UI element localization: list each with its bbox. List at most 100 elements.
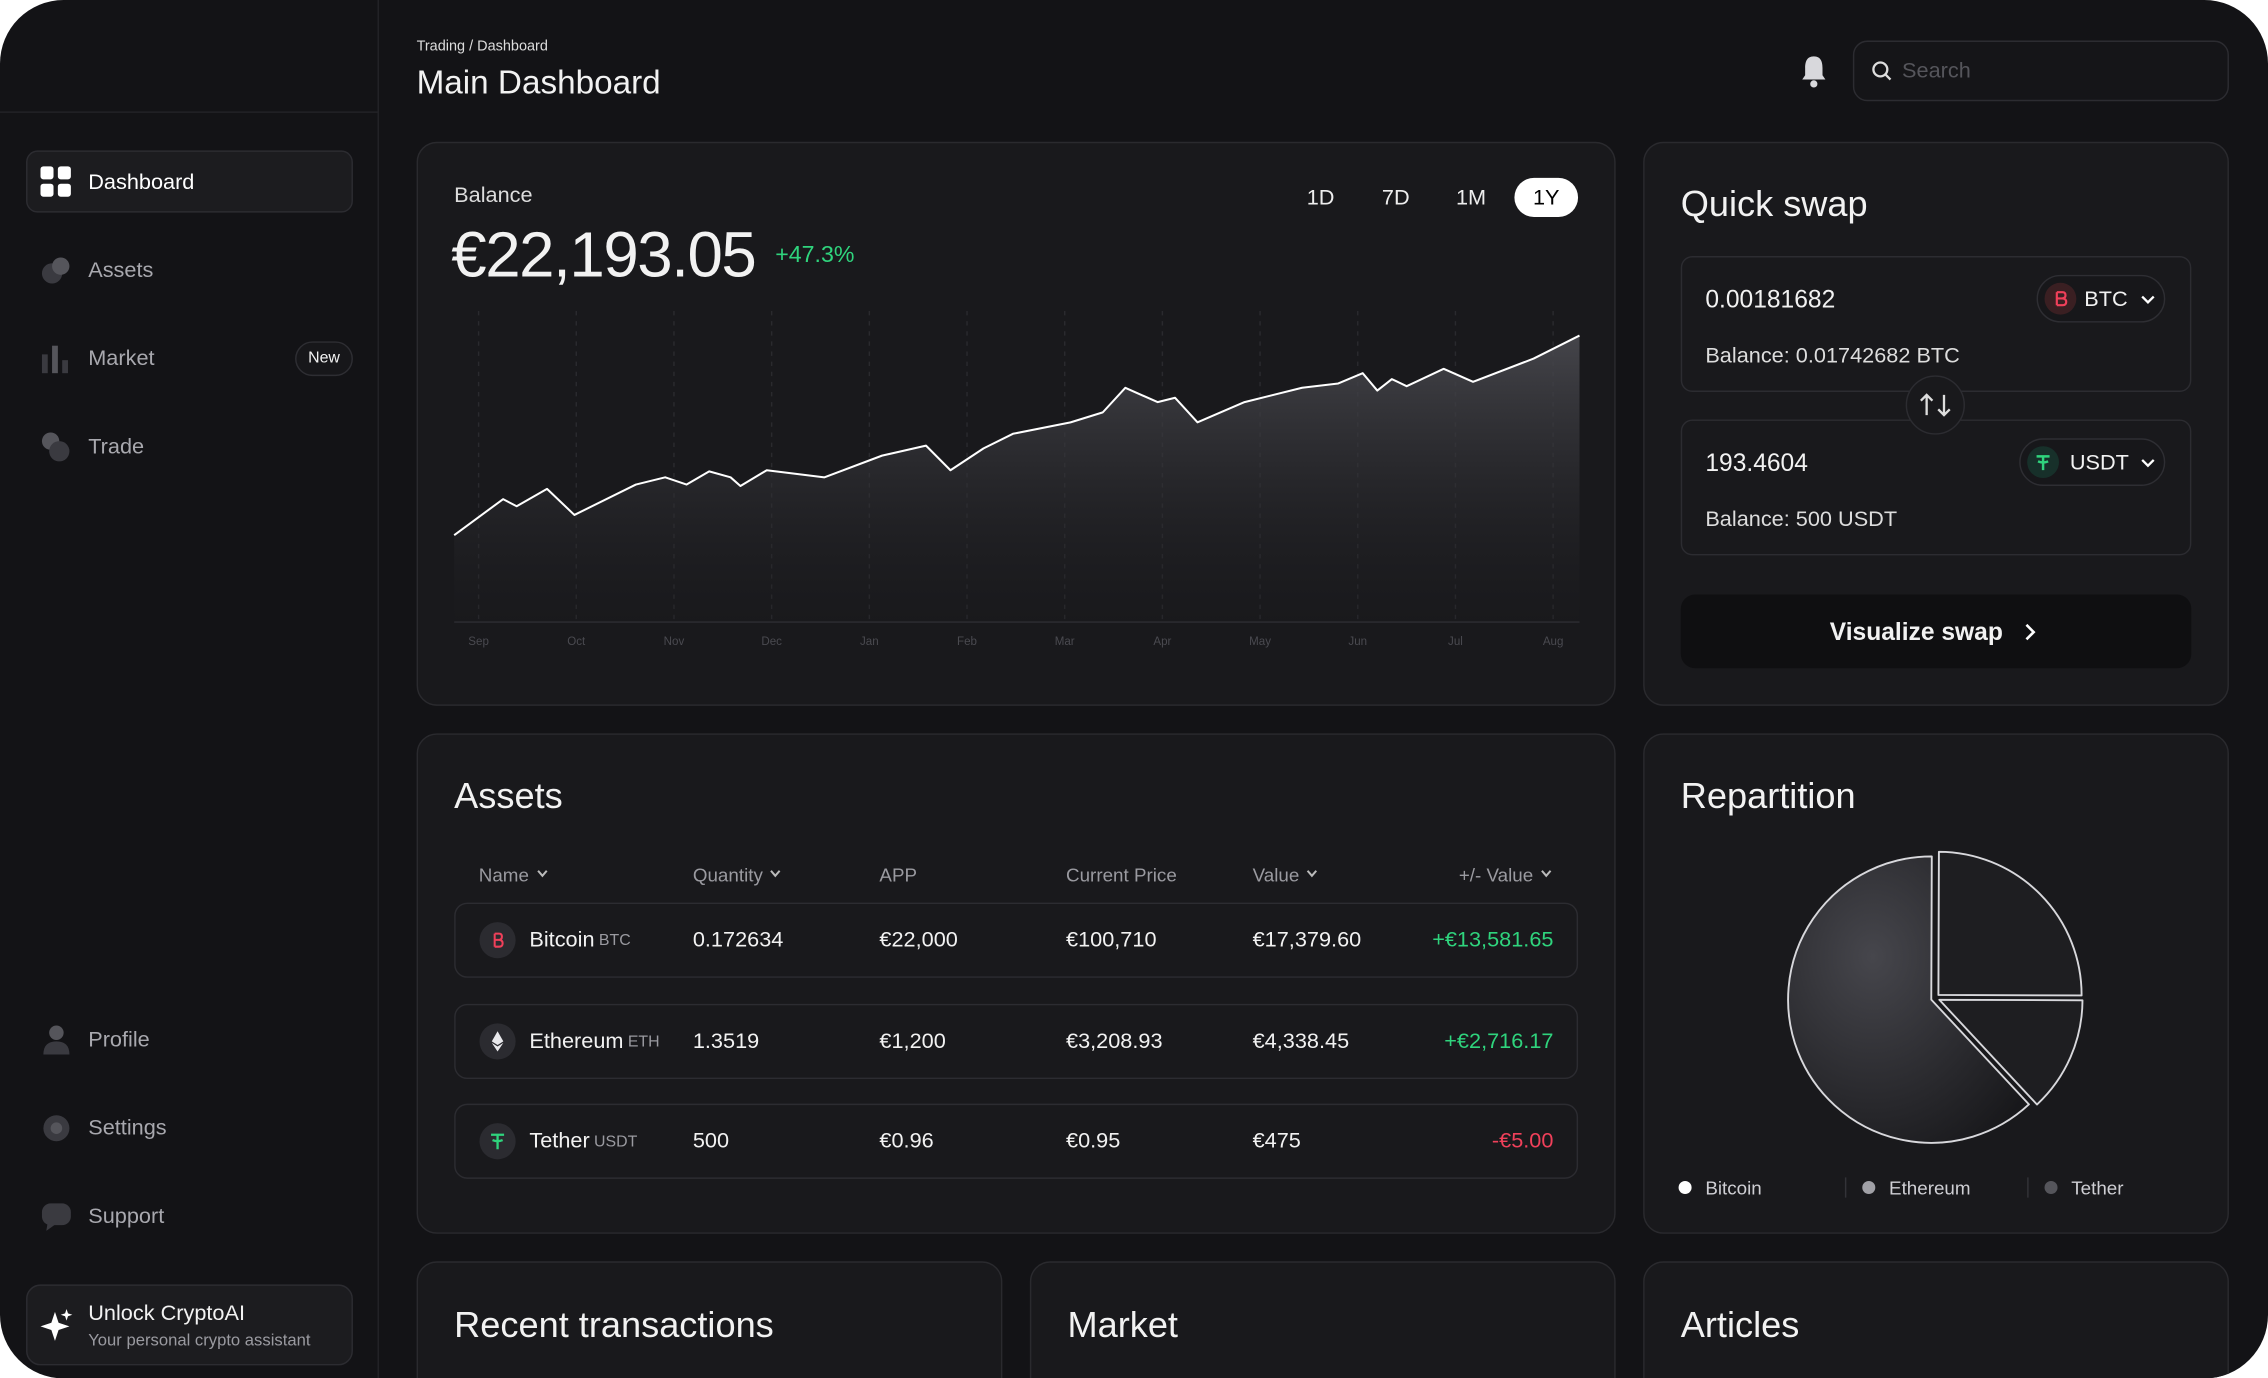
nav-icon — [41, 1203, 71, 1231]
coin-icon — [479, 922, 516, 959]
column-header[interactable]: Name — [478, 864, 529, 886]
range-tab[interactable]: 1Y — [1532, 185, 1560, 211]
table-row[interactable] — [454, 1103, 1579, 1179]
x-tick-label: Oct — [567, 636, 586, 648]
nav-label[interactable]: Profile — [88, 1027, 150, 1053]
cell: 0.172634 — [692, 927, 784, 953]
card-title: Market — [1067, 1305, 1178, 1346]
range-tab[interactable]: 1M — [1455, 185, 1487, 211]
card-title: Articles — [1680, 1305, 1800, 1346]
search-box[interactable] — [1852, 40, 2229, 102]
column-header[interactable]: +/- Value — [1458, 864, 1534, 886]
cell: €100,710 — [1066, 927, 1157, 953]
asset-symbol: BTC — [598, 932, 631, 950]
range-tab[interactable]: 7D — [1381, 185, 1410, 211]
nav-item-active[interactable] — [26, 150, 353, 213]
legend-dot — [1862, 1181, 1876, 1195]
sort-chevron — [770, 870, 782, 878]
breadcrumb: Trading / Dashboard — [416, 39, 548, 55]
x-tick-label: Aug — [1543, 636, 1564, 648]
x-tick-label: Apr — [1153, 636, 1171, 648]
x-tick-label: Nov — [664, 636, 685, 648]
sort-chevron — [1307, 870, 1318, 878]
swap-from-amount[interactable]: 0.00181682 — [1705, 285, 1836, 314]
cell-change: +€13,581.65 — [1432, 927, 1554, 953]
quick-swap-title: Quick swap — [1680, 184, 1868, 225]
x-tick-label: Dec — [761, 636, 782, 648]
cell: €1,200 — [879, 1029, 946, 1054]
swap-toggle[interactable] — [1905, 375, 1966, 436]
card — [1029, 1261, 1616, 1378]
chevron — [2141, 459, 2155, 468]
column-header[interactable]: Value — [1252, 864, 1300, 886]
nav-label[interactable]: Market — [88, 346, 155, 372]
area — [454, 335, 1580, 622]
badge-box — [295, 341, 353, 377]
cell: €475 — [1252, 1128, 1301, 1154]
swap-to-balance: Balance: 500 USDT — [1705, 506, 1898, 532]
column-header[interactable]: Current Price — [1066, 864, 1177, 886]
legend-label: Tether — [2071, 1178, 2123, 1199]
repartition-card — [1643, 733, 2229, 1234]
range-tab[interactable]: 1D — [1306, 185, 1335, 211]
swap-from-balance: Balance: 0.01742682 BTC — [1705, 343, 1960, 369]
nav-icon — [43, 1115, 70, 1142]
nav-label[interactable]: Trade — [88, 434, 145, 460]
x-tick-label: Feb — [957, 636, 977, 648]
promo[interactable] — [26, 1284, 353, 1366]
repartition-title: Repartition — [1680, 776, 1856, 817]
cell: €17,379.60 — [1252, 927, 1362, 953]
nav-icon — [41, 432, 70, 462]
sort-chevron — [1541, 870, 1552, 878]
search-placeholder: Search — [1902, 58, 1971, 84]
cell-change: +€2,716.17 — [1444, 1029, 1554, 1054]
x-tick-label: Jul — [1448, 636, 1463, 648]
divider — [0, 111, 379, 113]
asset-name: Ethereum — [529, 1029, 624, 1054]
balance-change: +47.3% — [775, 243, 855, 268]
x-tick-label: Jan — [860, 636, 879, 648]
nav-icon — [41, 257, 70, 284]
column-header[interactable]: APP — [879, 864, 918, 886]
nav-label[interactable]: Settings — [88, 1115, 167, 1141]
card-title: Recent transactions — [454, 1305, 774, 1346]
promo-title: Unlock CryptoAI — [88, 1301, 245, 1326]
cell-change: -€5.00 — [1491, 1128, 1554, 1154]
nav-icon — [41, 345, 68, 374]
legend-dot — [2044, 1181, 2058, 1195]
cell: €4,338.45 — [1252, 1029, 1350, 1054]
sparkle-icon — [40, 1309, 73, 1341]
sidebar — [0, 0, 379, 1378]
pie-slice — [1938, 998, 2084, 1106]
bell-icon[interactable] — [1799, 54, 1828, 89]
card — [416, 1261, 1003, 1378]
pie-chart: Bitcoin Ethereum Tether — [1678, 850, 2124, 1199]
cell: €22,000 — [879, 927, 958, 953]
page-title: Main Dashboard — [416, 62, 661, 101]
swap-to-amount[interactable]: 193.4604 — [1705, 449, 1808, 477]
table-row[interactable] — [454, 902, 1579, 978]
coin-icon — [479, 1023, 516, 1060]
search-icon — [1872, 61, 1892, 81]
table-row[interactable] — [454, 1003, 1579, 1080]
promo-subtitle: Your personal crypto assistant — [88, 1332, 311, 1350]
cell: €3,208.93 — [1066, 1029, 1163, 1054]
legend-dot — [1678, 1181, 1692, 1195]
legend-label: Ethereum — [1889, 1178, 1971, 1199]
asset-name: Tether — [529, 1128, 590, 1154]
chevron — [2141, 295, 2155, 304]
x-tick-label: Jun — [1348, 636, 1367, 648]
nav-label[interactable]: Dashboard — [88, 169, 195, 195]
nav-icon — [43, 1025, 70, 1055]
balance-amount: €22,193.05 — [451, 219, 757, 291]
nav-label[interactable]: Assets — [88, 258, 154, 283]
column-header[interactable]: Quantity — [692, 864, 763, 886]
assets-card — [416, 733, 1616, 1234]
asset-symbol: USDT — [594, 1133, 638, 1151]
button-label: Visualize swap — [1829, 618, 2003, 646]
nav-icon — [40, 166, 71, 197]
visualize-swap-button[interactable] — [1680, 594, 2192, 669]
nav-label[interactable]: Support — [88, 1204, 165, 1229]
badge: New — [308, 349, 340, 367]
cell: 500 — [692, 1128, 730, 1154]
